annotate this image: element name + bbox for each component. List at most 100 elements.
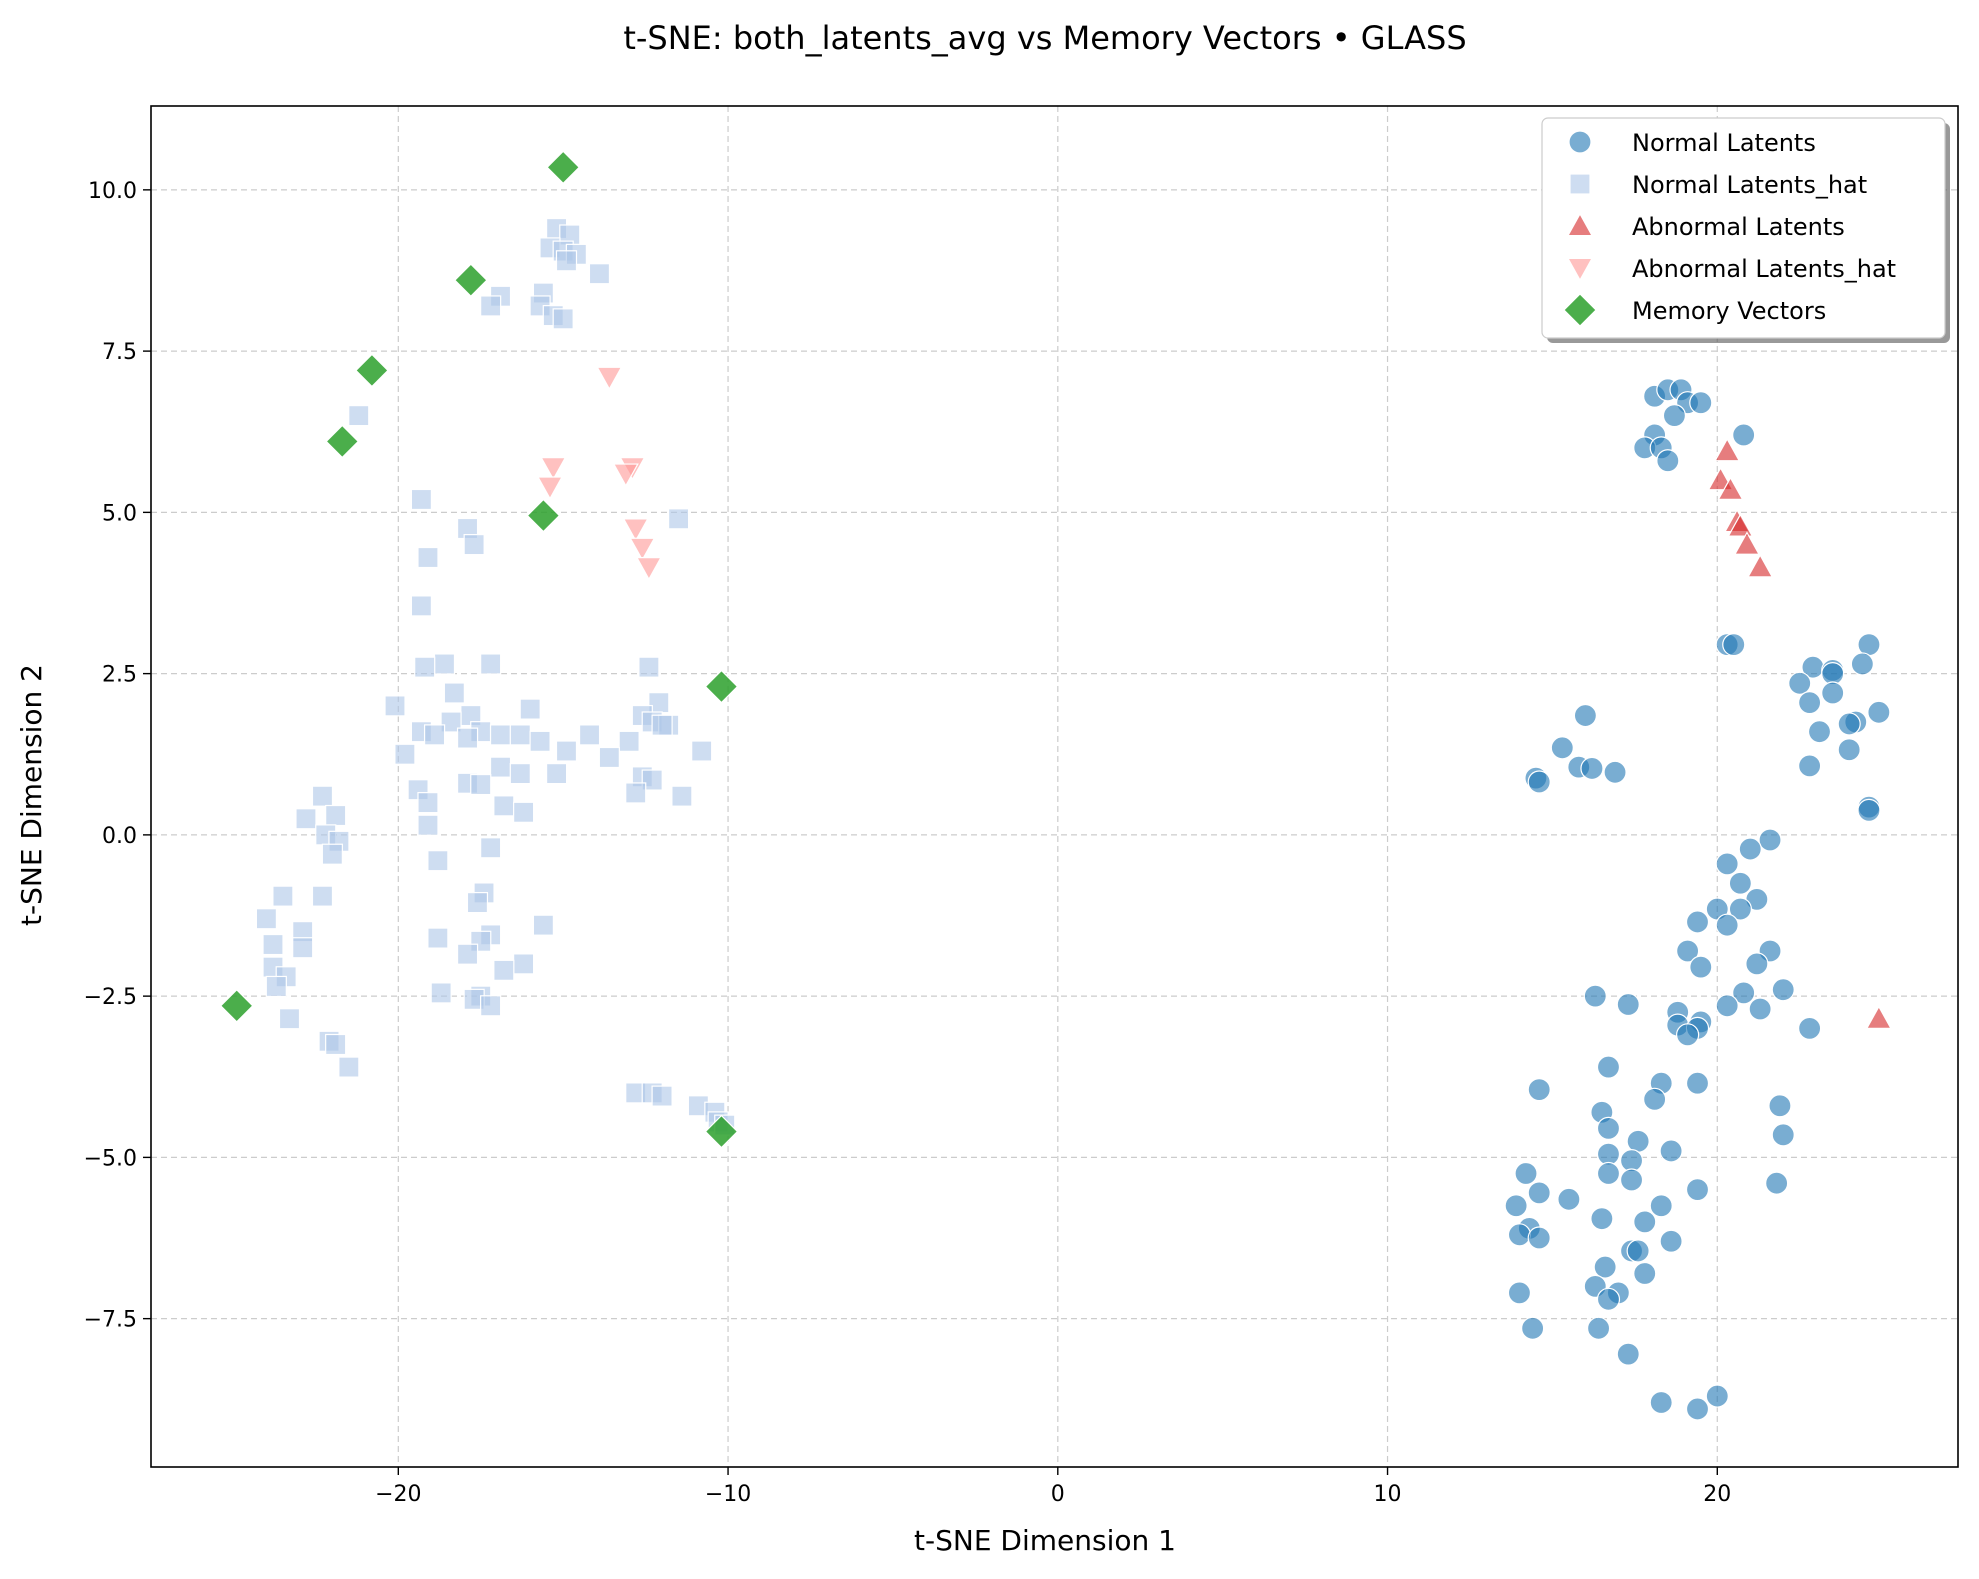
legend-label: Normal Latents_hat — [1632, 171, 1867, 199]
data-point — [532, 914, 554, 936]
data-point — [622, 518, 649, 542]
data-point — [278, 1008, 301, 1030]
x-tick-label: 0 — [1051, 1482, 1065, 1507]
y-tick-label: 2.5 — [102, 663, 137, 688]
data-point — [1865, 1005, 1892, 1029]
data-point — [552, 308, 574, 330]
data-point — [1619, 1149, 1644, 1173]
data-point — [255, 908, 278, 930]
data-point — [262, 933, 284, 956]
series-diamond — [219, 150, 739, 1149]
data-point — [1867, 700, 1891, 724]
data-point — [325, 1033, 347, 1056]
data-point — [292, 937, 314, 959]
data-point — [578, 724, 601, 746]
legend-label: Normal Latents — [1632, 129, 1816, 157]
y-tick-label: 7.5 — [102, 340, 137, 365]
data-point — [265, 975, 287, 998]
data-point — [545, 762, 568, 785]
data-point — [509, 724, 531, 746]
data-point — [1656, 449, 1680, 473]
data-point — [1662, 404, 1687, 428]
data-point — [509, 762, 531, 785]
data-point — [394, 743, 416, 765]
data-point — [1527, 1078, 1551, 1102]
data-point — [1649, 1390, 1673, 1415]
legend-marker — [1569, 173, 1591, 195]
data-point — [1685, 1178, 1710, 1202]
data-point — [1748, 997, 1772, 1021]
data-point — [1788, 671, 1812, 695]
data-point — [410, 488, 432, 511]
data-point — [1850, 652, 1874, 676]
data-point — [456, 727, 479, 749]
data-point — [348, 405, 370, 427]
data-point — [1798, 691, 1822, 715]
data-point — [1728, 871, 1752, 895]
data-point — [667, 508, 690, 530]
y-tick-label: 10.0 — [88, 179, 137, 204]
x-tick-label: −10 — [705, 1482, 751, 1507]
data-point — [1717, 476, 1744, 500]
data-point — [546, 150, 581, 185]
data-point — [463, 534, 485, 556]
data-point — [526, 498, 561, 533]
data-point — [1527, 1226, 1551, 1250]
data-point — [651, 714, 673, 736]
data-point — [311, 785, 334, 807]
data-point — [536, 476, 564, 500]
data-point — [1527, 1181, 1551, 1205]
axes-frame — [150, 105, 1959, 1468]
data-point — [454, 263, 488, 298]
data-point — [529, 730, 551, 752]
data-point — [1714, 437, 1741, 462]
data-point — [1659, 1139, 1683, 1163]
y-tick-label: −2.5 — [84, 985, 137, 1010]
y-axis-label: t-SNE Dimension 2 — [15, 664, 48, 926]
data-point — [1771, 1123, 1795, 1147]
data-point — [427, 850, 449, 872]
data-point — [1821, 681, 1845, 705]
data-point — [513, 801, 535, 823]
data-point — [1685, 910, 1710, 934]
data-point — [295, 808, 317, 830]
data-point — [651, 1085, 673, 1107]
data-point — [1728, 897, 1752, 921]
data-point — [1649, 1194, 1673, 1218]
plot-area: −20 −10 0 10 20 −7.5 −5.0 −2.5 0.0 2.5 5.0 7.5 10.0 — [84, 105, 1959, 1507]
data-point — [1626, 1129, 1650, 1153]
data-point — [1550, 736, 1574, 760]
data-point — [417, 814, 439, 836]
x-tick-label: −20 — [375, 1482, 421, 1507]
data-point — [1633, 1210, 1657, 1234]
data-point — [1633, 1261, 1657, 1286]
x-tick-label: 10 — [1374, 1482, 1402, 1507]
data-point — [470, 773, 492, 796]
data-point — [1596, 1287, 1621, 1311]
axis-ticks: −20 −10 0 10 20 −7.5 −5.0 −2.5 0.0 2.5 5.0 7.5 10.0 — [84, 179, 1732, 1507]
data-point — [1689, 391, 1713, 415]
data-point — [489, 724, 512, 746]
data-point — [480, 295, 502, 317]
data-point — [1738, 837, 1762, 861]
legend-marker — [1566, 257, 1594, 282]
data-point — [1768, 1094, 1792, 1118]
series-circle — [1504, 378, 1891, 1421]
data-point — [1685, 1071, 1710, 1095]
data-point — [1596, 1116, 1621, 1140]
data-point — [338, 1056, 360, 1078]
y-tick-label: −5.0 — [84, 1146, 137, 1171]
data-point — [555, 250, 578, 272]
data-point — [704, 1114, 739, 1149]
data-point — [423, 724, 446, 746]
data-point — [325, 804, 347, 827]
data-point — [1603, 760, 1627, 784]
data-point — [598, 746, 620, 769]
data-point — [219, 988, 254, 1023]
data-point — [671, 785, 693, 807]
data-point — [1771, 978, 1795, 1002]
data-point — [489, 756, 512, 778]
data-point — [414, 656, 436, 678]
data-point — [1807, 720, 1832, 744]
series-triangle-up — [1707, 437, 1892, 1029]
